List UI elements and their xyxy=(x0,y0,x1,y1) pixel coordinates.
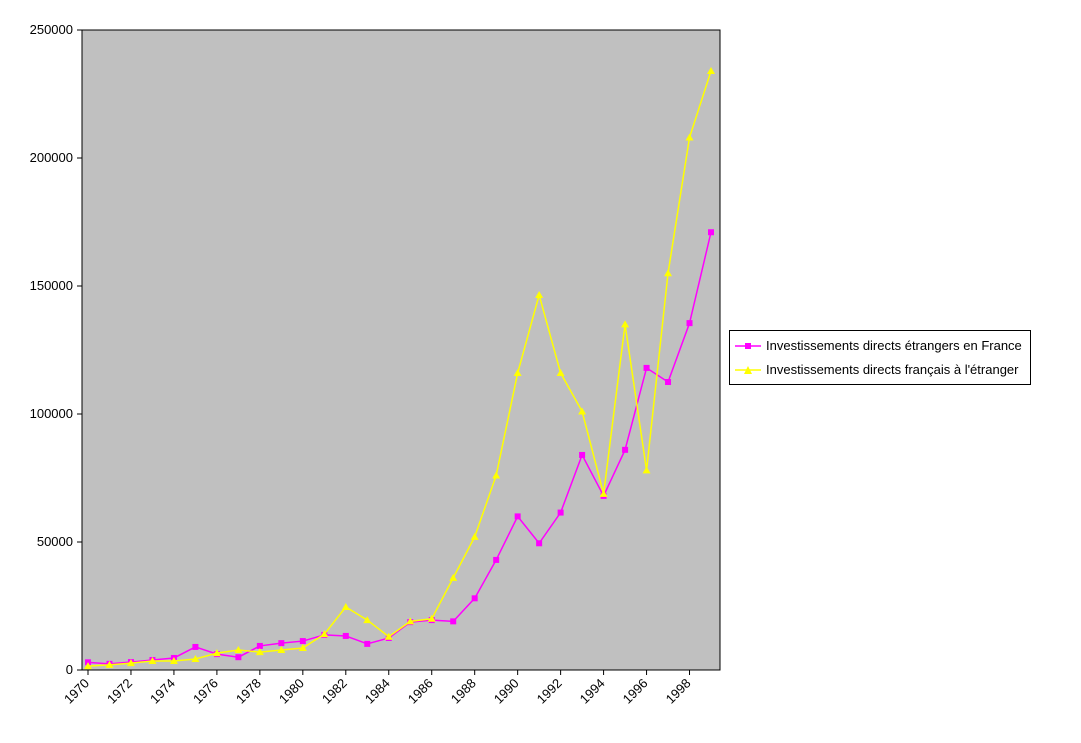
legend-marker-triangle-icon xyxy=(735,365,761,374)
marker-triangle xyxy=(84,662,92,670)
marker-triangle xyxy=(212,649,221,657)
marker-square xyxy=(299,638,306,645)
marker-triangle xyxy=(449,573,458,581)
marker-triangle xyxy=(234,646,243,654)
marker-square xyxy=(708,229,714,236)
x-axis-tick-label: 1984 xyxy=(362,676,393,707)
marker-triangle xyxy=(599,489,608,497)
legend: Investissements directs étrangers en Fra… xyxy=(729,330,1031,385)
marker-triangle xyxy=(384,632,393,640)
marker-triangle xyxy=(406,617,415,625)
y-axis-tick-label: 100000 xyxy=(30,406,73,421)
legend-label-france: Investissements directs étrangers en Fra… xyxy=(766,338,1022,353)
marker-triangle xyxy=(470,532,479,540)
marker-triangle xyxy=(105,660,114,668)
marker-triangle xyxy=(642,466,651,474)
marker-square xyxy=(256,642,263,649)
x-axis-tick-label: 1982 xyxy=(319,676,350,707)
legend-item-france: Investissements directs étrangers en Fra… xyxy=(735,335,1022,356)
legend-item-etranger: Investissements directs français à l'étr… xyxy=(735,359,1022,380)
marker-triangle xyxy=(427,614,436,622)
marker-square xyxy=(579,451,586,458)
marker-square xyxy=(622,446,629,453)
x-axis-tick-label: 1978 xyxy=(233,676,264,707)
marker-triangle xyxy=(277,646,286,654)
x-axis-tick-label: 1992 xyxy=(534,676,565,707)
marker-triangle xyxy=(298,643,307,651)
x-axis-tick-label: 1996 xyxy=(620,676,651,707)
marker-triangle xyxy=(664,269,673,277)
marker-square xyxy=(514,513,521,520)
marker-square xyxy=(342,632,349,639)
marker-square xyxy=(643,364,650,371)
series-line-triangle xyxy=(87,70,712,667)
y-axis-tick-label: 50000 xyxy=(37,534,73,549)
marker-square xyxy=(493,556,500,563)
marker-triangle xyxy=(535,290,544,298)
series-line-square xyxy=(87,232,712,665)
marker-square xyxy=(235,654,242,661)
x-axis-tick-label: 1994 xyxy=(577,676,608,707)
marker-triangle xyxy=(492,471,501,479)
marker-triangle xyxy=(148,657,157,665)
x-axis-tick-label: 1980 xyxy=(276,676,307,707)
x-axis-tick-label: 1970 xyxy=(61,676,92,707)
marker-square xyxy=(536,540,543,547)
marker-square xyxy=(278,640,285,647)
marker-triangle xyxy=(363,616,372,624)
marker-triangle xyxy=(126,659,135,667)
y-axis-tick-label: 0 xyxy=(66,662,73,677)
x-axis-tick-label: 1986 xyxy=(405,676,436,707)
marker-triangle xyxy=(255,648,264,656)
legend-label-etranger: Investissements directs français à l'étr… xyxy=(766,362,1019,377)
marker-triangle xyxy=(191,654,200,662)
x-axis-tick-label: 1974 xyxy=(147,676,178,707)
marker-triangle xyxy=(169,657,178,665)
marker-square xyxy=(557,509,564,516)
marker-triangle xyxy=(685,133,694,141)
x-axis-tick-label: 1990 xyxy=(491,676,522,707)
marker-triangle xyxy=(513,369,522,377)
x-axis-tick-label: 1988 xyxy=(448,676,479,707)
marker-square xyxy=(686,320,693,327)
legend-marker-square-icon xyxy=(735,342,761,349)
marker-square xyxy=(471,595,478,602)
marker-square xyxy=(665,379,672,385)
marker-triangle xyxy=(320,630,329,638)
marker-triangle xyxy=(707,66,715,74)
x-axis-tick-label: 1998 xyxy=(663,676,694,707)
y-axis-tick-label: 150000 xyxy=(30,278,73,293)
marker-square xyxy=(450,618,457,625)
y-axis-tick-label: 250000 xyxy=(30,22,73,37)
marker-triangle xyxy=(578,407,587,415)
marker-triangle xyxy=(621,320,630,328)
x-axis-tick-label: 1972 xyxy=(104,676,135,707)
marker-triangle xyxy=(556,369,565,377)
x-axis-tick-label: 1976 xyxy=(190,676,221,707)
plot-area xyxy=(81,29,721,671)
marker-triangle xyxy=(341,603,350,611)
marker-square xyxy=(364,640,371,647)
marker-square xyxy=(192,643,199,650)
y-axis-tick-label: 200000 xyxy=(30,150,73,165)
